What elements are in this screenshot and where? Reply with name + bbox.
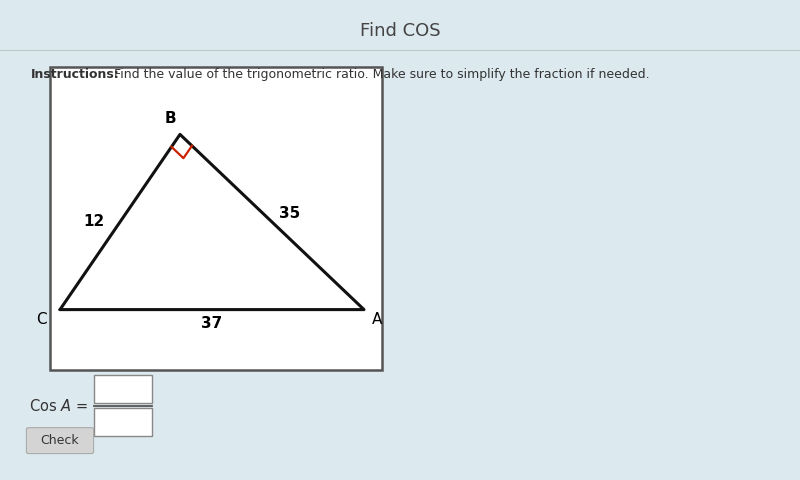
Text: 12: 12 — [84, 215, 105, 229]
Text: Instructions:: Instructions: — [30, 68, 119, 81]
Text: Find the value of the trigonometric ratio. Make sure to simplify the fraction if: Find the value of the trigonometric rati… — [110, 68, 650, 81]
Text: Cos $A$ =: Cos $A$ = — [29, 397, 87, 414]
Text: C: C — [37, 312, 47, 327]
Text: A: A — [372, 312, 382, 327]
Text: Check: Check — [41, 434, 79, 447]
Text: 35: 35 — [279, 206, 300, 221]
Text: 37: 37 — [202, 315, 222, 331]
Bar — [50, 67, 382, 370]
Bar — [94, 375, 152, 403]
Bar — [94, 408, 152, 436]
Text: B: B — [165, 111, 176, 126]
FancyBboxPatch shape — [26, 428, 94, 454]
Text: Find COS: Find COS — [360, 22, 440, 40]
